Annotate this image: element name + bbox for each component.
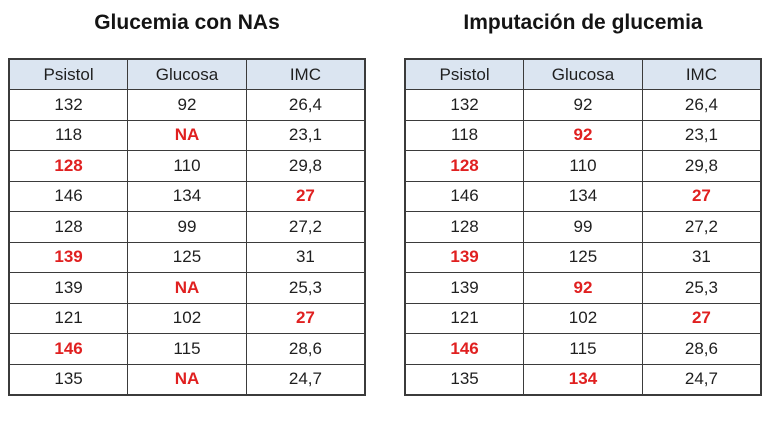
table-cell: 139: [404, 272, 525, 304]
table-cell: 27: [245, 302, 366, 334]
table-cell: 118: [8, 119, 129, 151]
table-cell: 134: [127, 180, 247, 212]
table-row: 121 102 27: [404, 302, 762, 334]
table-row: 139 125 31: [8, 241, 366, 273]
table-cell: 110: [523, 150, 643, 182]
table-row: 128 110 29,8: [404, 150, 762, 182]
table-cell: 27,2: [245, 211, 366, 243]
table-cell: NA: [127, 119, 247, 151]
slide: Glucemia con NAs Psistol Glucosa IMC 132…: [8, 0, 762, 396]
table-cell: 125: [127, 241, 247, 273]
table-cell: 139: [404, 241, 525, 273]
table-cell: 128: [404, 150, 525, 182]
table-cell: 135: [404, 363, 525, 395]
table-row: 146 134 27: [8, 180, 366, 212]
table-row: 146 134 27: [404, 180, 762, 212]
table-row: 139 NA 25,3: [8, 272, 366, 304]
table-cell: 132: [8, 89, 129, 121]
table-cell: 31: [641, 241, 762, 273]
table-cell: 128: [8, 150, 129, 182]
column-header-glucosa: Glucosa: [127, 58, 247, 90]
table-cell: 102: [127, 302, 247, 334]
table-row: 128 110 29,8: [8, 150, 366, 182]
table-row: 132 92 26,4: [8, 89, 366, 121]
table-row: 118 92 23,1: [404, 119, 762, 151]
table-cell: 146: [404, 180, 525, 212]
table-panel-glucemia-con-nas: Glucemia con NAs Psistol Glucosa IMC 132…: [8, 0, 366, 396]
table-panel-imputacion: Imputación de glucemia Psistol Glucosa I…: [404, 0, 762, 396]
table-cell: 118: [404, 119, 525, 151]
table-cell: 27: [245, 180, 366, 212]
table-cell: 110: [127, 150, 247, 182]
table-cell: 28,6: [641, 333, 762, 365]
table-cell: 92: [523, 119, 643, 151]
table-cell: 134: [523, 180, 643, 212]
table-cell: NA: [127, 363, 247, 395]
table-cell: 146: [8, 180, 129, 212]
table-cell: 146: [8, 333, 129, 365]
table-cell: 139: [8, 272, 129, 304]
table-cell: 135: [8, 363, 129, 395]
table-cell: 115: [127, 333, 247, 365]
table-cell: 139: [8, 241, 129, 273]
table-row: 135 NA 24,7: [8, 363, 366, 395]
table-cell: 132: [404, 89, 525, 121]
table-body: 132 92 26,4 118 92 23,1 128 110 29,8 146 134 27 128 9…: [404, 89, 762, 395]
table-cell: 26,4: [641, 89, 762, 121]
table-cell: NA: [127, 272, 247, 304]
table-cell: 24,7: [641, 363, 762, 395]
data-table-imputacion: Psistol Glucosa IMC 132 92 26,4 118 92 23,1 12…: [404, 58, 762, 396]
table-cell: 115: [523, 333, 643, 365]
table-cell: 27: [641, 180, 762, 212]
table-cell: 128: [404, 211, 525, 243]
table-cell: 29,8: [641, 150, 762, 182]
table-cell: 27: [641, 302, 762, 334]
data-table-glucemia-con-nas: Psistol Glucosa IMC 132 92 26,4 118 NA 23,1 12…: [8, 58, 366, 396]
table-cell: 125: [523, 241, 643, 273]
table-cell: 24,7: [245, 363, 366, 395]
table-cell: 99: [523, 211, 643, 243]
table-body: 132 92 26,4 118 NA 23,1 128 110 29,8 146 134 27 128 9…: [8, 89, 366, 395]
header-row: Psistol Glucosa IMC: [8, 58, 366, 90]
table-row: 132 92 26,4: [404, 89, 762, 121]
table-cell: 23,1: [641, 119, 762, 151]
column-header-psistol: Psistol: [8, 58, 129, 90]
table-cell: 27,2: [641, 211, 762, 243]
table-row: 128 99 27,2: [8, 211, 366, 243]
table-cell: 31: [245, 241, 366, 273]
table-cell: 25,3: [641, 272, 762, 304]
table-cell: 121: [8, 302, 129, 334]
table-cell: 28,6: [245, 333, 366, 365]
table-row: 118 NA 23,1: [8, 119, 366, 151]
header-row: Psistol Glucosa IMC: [404, 58, 762, 90]
table-cell: 26,4: [245, 89, 366, 121]
table-cell: 92: [523, 89, 643, 121]
table-cell: 25,3: [245, 272, 366, 304]
table-row: 121 102 27: [8, 302, 366, 334]
table-cell: 23,1: [245, 119, 366, 151]
column-header-psistol: Psistol: [404, 58, 525, 90]
table-row: 128 99 27,2: [404, 211, 762, 243]
column-header-glucosa: Glucosa: [523, 58, 643, 90]
table-cell: 29,8: [245, 150, 366, 182]
table-row: 146 115 28,6: [8, 333, 366, 365]
table-title-imputacion: Imputación de glucemia: [463, 11, 703, 34]
table-title-glucemia-con-nas: Glucemia con NAs: [94, 11, 280, 34]
table-cell: 99: [127, 211, 247, 243]
table-row: 139 125 31: [404, 241, 762, 273]
table-row: 135 134 24,7: [404, 363, 762, 395]
table-cell: 92: [127, 89, 247, 121]
table-cell: 134: [523, 363, 643, 395]
table-row: 146 115 28,6: [404, 333, 762, 365]
column-header-imc: IMC: [641, 58, 762, 90]
table-cell: 92: [523, 272, 643, 304]
column-header-imc: IMC: [245, 58, 366, 90]
table-cell: 128: [8, 211, 129, 243]
table-cell: 146: [404, 333, 525, 365]
table-cell: 102: [523, 302, 643, 334]
table-row: 139 92 25,3: [404, 272, 762, 304]
table-cell: 121: [404, 302, 525, 334]
